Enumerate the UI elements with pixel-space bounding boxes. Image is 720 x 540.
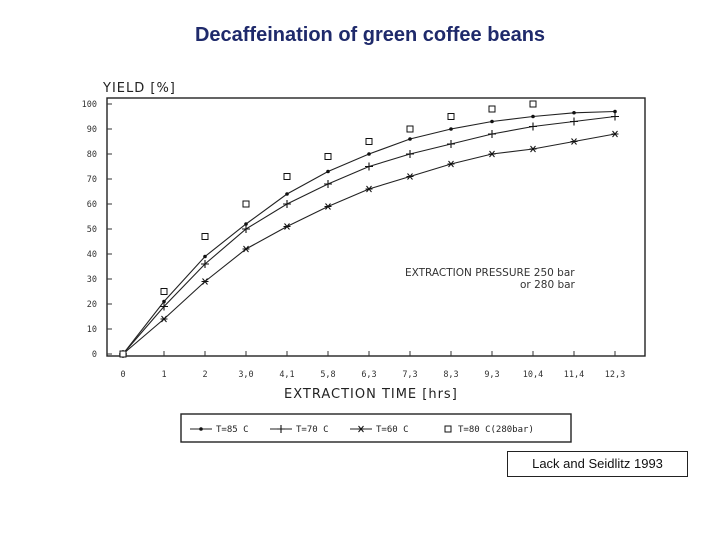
data-point (490, 119, 494, 124)
data-point (611, 130, 619, 138)
y-tick-label: 10 (87, 325, 97, 335)
y-ticks: 0 10 20 30 40 50 60 70 80 90 100 (82, 100, 112, 360)
x-tick-label: 4,1 (279, 370, 294, 380)
legend-label: T=60 C (376, 425, 409, 435)
y-tick-label: 20 (87, 300, 97, 310)
y-tick-label: 60 (87, 200, 97, 210)
annotation-line: EXTRACTION PRESSURE 250 bar (405, 267, 575, 279)
data-point (201, 233, 209, 240)
y-tick-label: 0 (92, 350, 97, 360)
y-tick-label: 40 (87, 250, 97, 260)
y-tick-label: 100 (82, 100, 97, 110)
x-tick-label: 8,3 (443, 370, 458, 380)
legend: T=85 C T=70 C T=60 C T=80 C(280bar) (190, 425, 534, 435)
legend-label: T=85 C (216, 425, 249, 435)
x-ticks: 0 1 2 3,0 4,1 5,8 6,3 7,3 8,3 9,3 10,4 11,4 12,3 (120, 351, 625, 380)
x-tick-label: 1 (161, 370, 166, 380)
data-point (201, 260, 209, 268)
legend-label: T=80 C(280bar) (458, 425, 534, 435)
data-point (160, 288, 168, 295)
series-line (122, 115, 616, 355)
y-tick-label: 90 (87, 125, 97, 135)
y-axis-label: YIELD [%] (102, 81, 176, 96)
annotation-line: or 280 bar (520, 279, 576, 291)
x-tick-label: 6,3 (361, 370, 376, 380)
legend-marker (444, 425, 452, 433)
data-point (160, 315, 168, 323)
data-point (242, 200, 250, 208)
data-point (408, 137, 412, 141)
data-point (406, 125, 414, 133)
x-tick-label: 7,3 (402, 370, 417, 380)
data-point (326, 169, 330, 174)
x-tick-label: 2 (202, 370, 207, 380)
data-point (613, 109, 617, 114)
page-title: Decaffeination of green coffee beans (194, 24, 546, 46)
data-point (365, 162, 373, 171)
data-point (447, 113, 455, 120)
data-point (283, 200, 291, 208)
data-point (570, 138, 578, 145)
data-point (324, 153, 332, 160)
data-point (162, 299, 166, 304)
x-tick-label: 11,4 (564, 370, 584, 380)
data-point (529, 145, 537, 153)
data-point (365, 138, 373, 145)
data-point (570, 117, 578, 126)
data-point (285, 192, 289, 196)
data-point (488, 105, 496, 113)
x-tick-label: 3,0 (238, 370, 253, 380)
data-point (406, 173, 414, 180)
data-point (449, 127, 453, 131)
x-tick-label: 12,3 (605, 370, 625, 380)
data-point (203, 254, 207, 259)
data-point (119, 350, 127, 358)
y-tick-label: 30 (87, 275, 97, 285)
series-group (119, 100, 619, 358)
y-tick-label: 80 (87, 150, 97, 160)
y-tick-label: 50 (87, 225, 97, 235)
data-point (324, 180, 332, 188)
data-point (529, 100, 537, 108)
data-point (488, 130, 496, 138)
series-plus (119, 112, 619, 358)
pressure-annotation: EXTRACTION PRESSURE 250 bar or 280 bar (405, 267, 576, 291)
plot-frame (106, 97, 646, 357)
data-point (283, 173, 291, 180)
data-point (201, 278, 209, 285)
data-point (244, 222, 248, 226)
data-point (447, 160, 455, 168)
x-tick-label: 0 (120, 370, 125, 380)
series-dot (121, 109, 617, 356)
legend-marker (277, 425, 285, 433)
data-point (242, 225, 250, 233)
legend-marker (357, 425, 365, 433)
legend-label: T=70 C (296, 425, 329, 435)
data-point (447, 140, 455, 148)
x-tick-label: 5,8 (320, 370, 335, 380)
x-tick-label: 9,3 (484, 370, 499, 380)
source-citation: Lack and Seidlitz 1993 (507, 451, 688, 477)
y-tick-label: 70 (87, 175, 97, 185)
data-point (572, 110, 576, 115)
data-point (529, 122, 537, 131)
data-point (160, 302, 168, 311)
series-square (119, 100, 537, 358)
data-point (367, 152, 371, 156)
data-point (406, 150, 414, 158)
x-tick-label: 10,4 (523, 370, 543, 380)
legend-frame (180, 413, 572, 443)
data-point (242, 245, 250, 253)
data-point (365, 185, 373, 193)
x-axis-label: EXTRACTION TIME [hrs] (284, 387, 458, 402)
data-point (283, 223, 291, 230)
data-point (488, 150, 496, 158)
data-point (611, 112, 619, 121)
data-point (531, 114, 535, 119)
data-point (324, 203, 332, 210)
legend-marker (199, 427, 203, 431)
